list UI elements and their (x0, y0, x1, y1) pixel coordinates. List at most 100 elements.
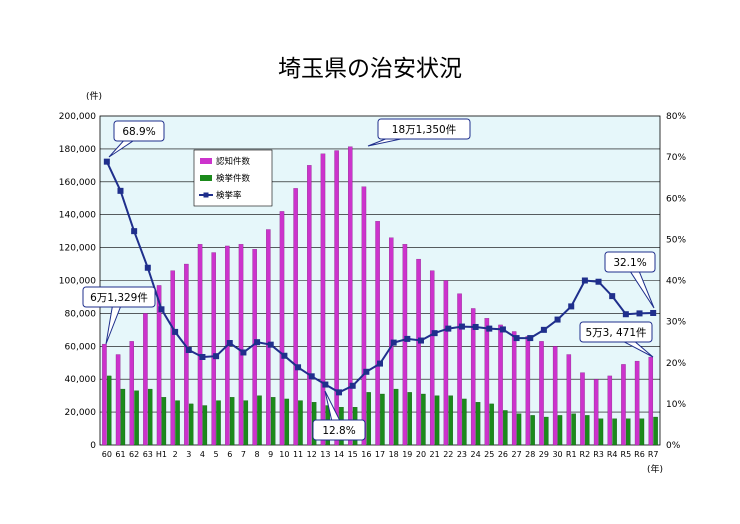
legend-swatch-recognized (200, 158, 212, 164)
bar-cleared-20 (421, 393, 426, 446)
callout-rate-r7-box (604, 251, 656, 273)
y-left-tick-label: 200,000 (59, 112, 96, 122)
bar-recognized-8 (252, 249, 257, 446)
rate-point-R3 (595, 278, 602, 285)
rate-point-22 (445, 325, 452, 332)
rate-point-62 (131, 228, 138, 235)
bar-recognized-12 (307, 165, 312, 446)
bar-cleared-21 (434, 395, 440, 446)
legend-label-recognized: 認知件数 (216, 156, 251, 167)
bar-recognized-30 (552, 346, 558, 446)
x-tick-label: R3 (593, 450, 604, 459)
y-left-tick-label: 160,000 (59, 178, 96, 188)
x-tick-label: 19 (402, 450, 412, 459)
bar-cleared-9 (270, 397, 276, 446)
x-tick-label: 2 (173, 450, 178, 459)
rate-point-13 (322, 381, 329, 388)
rate-point-12 (308, 373, 315, 380)
y-right-tick-label: 70% (666, 153, 686, 163)
bar-cleared-R7 (653, 416, 658, 446)
callout-peak-h14-label: 18万1,350件 (392, 124, 456, 136)
x-tick-label: R5 (621, 450, 632, 459)
rate-point-17 (377, 360, 383, 367)
y-left-tick-label: 0 (90, 441, 96, 451)
rate-point-8 (254, 339, 261, 346)
rate-point-19 (404, 335, 411, 342)
bar-cleared-25 (489, 403, 494, 446)
y-left-tick-label: 140,000 (59, 211, 96, 221)
bar-recognized-R6 (634, 360, 640, 446)
x-tick-label: 29 (539, 450, 549, 459)
x-tick-label: 15 (348, 450, 358, 459)
x-tick-label: 22 (443, 450, 453, 459)
bar-cleared-R1 (571, 413, 576, 446)
bar-cleared-R4 (612, 418, 617, 446)
callout-rate-h14-box (312, 419, 366, 441)
rate-point-6 (226, 340, 233, 347)
x-tick-label: H1 (156, 450, 167, 459)
rate-point-3 (185, 347, 192, 354)
legend-label-cleared: 検挙件数 (216, 173, 251, 184)
bar-recognized-16 (361, 186, 367, 446)
callout-rate-r7-label: 32.1% (613, 257, 646, 269)
bar-cleared-6 (229, 397, 235, 446)
bar-cleared-R3 (598, 418, 604, 446)
callout-recognized-r7: 5万3, 471件 (579, 321, 654, 358)
callout-recognized-60: 6万1,329件 (82, 286, 156, 345)
bar-recognized-60 (102, 343, 107, 446)
x-unit-label: (年) (647, 463, 663, 475)
x-tick-label: 16 (361, 450, 371, 459)
rate-point-26 (499, 326, 506, 333)
bar-recognized-25 (484, 318, 490, 446)
callout-recognized-r7-box (579, 321, 653, 343)
y-right-tick-label: 10% (666, 400, 686, 410)
x-tick-label: 4 (200, 450, 205, 459)
rate-point-61 (117, 187, 124, 194)
y-left-tick-label: 120,000 (59, 244, 96, 254)
bar-cleared-3 (188, 403, 194, 446)
rate-point-27 (513, 335, 520, 342)
bar-cleared-61 (120, 388, 126, 446)
bar-recognized-28 (525, 336, 531, 446)
bar-recognized-3 (184, 263, 189, 446)
bar-recognized-9 (266, 229, 271, 446)
x-tick-label: 21 (430, 450, 440, 459)
x-tick-label: R4 (607, 450, 618, 459)
rate-point-25 (486, 325, 493, 332)
bar-cleared-7 (243, 400, 249, 446)
legend-label-rate: 検挙率 (216, 190, 242, 201)
bar-recognized-62 (129, 341, 134, 446)
bar-recognized-24 (470, 308, 476, 446)
rate-point-4 (199, 353, 206, 360)
bar-cleared-8 (257, 395, 262, 446)
bar-recognized-R4 (607, 375, 613, 446)
x-tick-label: 14 (334, 450, 344, 459)
bar-recognized-R7 (648, 356, 654, 446)
callout-recognized-r7-label: 5万3, 471件 (585, 327, 646, 339)
bar-recognized-H1 (156, 285, 162, 446)
callout-rate-h14: 12.8% (312, 390, 366, 441)
y-left-tick-label: 80,000 (65, 309, 97, 319)
rate-point-24 (472, 323, 479, 330)
bar-cleared-11 (298, 400, 303, 446)
y-right-tick-label: 80% (666, 112, 686, 122)
y-right-tick-label: 20% (666, 359, 686, 369)
y-left-tick-label: 20,000 (65, 408, 97, 418)
x-tick-label: R2 (580, 450, 591, 459)
bar-cleared-18 (393, 388, 399, 446)
bar-recognized-23 (457, 293, 462, 446)
bar-cleared-R5 (626, 418, 631, 446)
bar-recognized-20 (416, 258, 421, 446)
callout-rate-r7: 32.1% (604, 251, 656, 309)
bar-cleared-10 (284, 398, 290, 446)
rate-point-18 (390, 339, 397, 346)
x-tick-label: 28 (525, 450, 535, 459)
x-tick-label: 30 (552, 450, 562, 459)
bar-cleared-22 (448, 395, 453, 446)
bar-cleared-5 (216, 400, 221, 446)
y-right-tick-label: 30% (666, 318, 686, 328)
x-tick-label: 23 (457, 450, 467, 459)
bar-recognized-2 (170, 270, 175, 446)
rate-point-29 (540, 326, 547, 333)
